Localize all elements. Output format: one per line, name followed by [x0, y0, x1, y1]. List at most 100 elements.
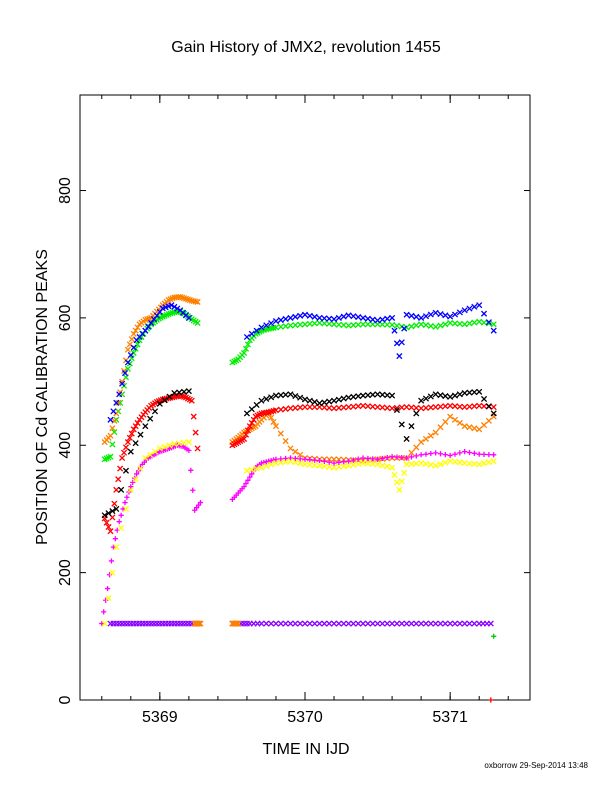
data-point	[282, 437, 289, 445]
data-point	[301, 403, 309, 411]
data-point	[481, 451, 487, 457]
data-point	[235, 620, 242, 627]
data-point	[120, 449, 128, 456]
data-point	[345, 620, 352, 627]
data-point	[335, 456, 342, 463]
data-point	[389, 454, 395, 460]
y-axis-label: POSITION OF Cd CALIBRATION PEAKS	[34, 249, 51, 545]
plot-frame	[79, 94, 531, 701]
data-point	[427, 404, 434, 411]
data-point	[398, 404, 405, 411]
data-point	[124, 494, 130, 500]
data-point	[487, 620, 494, 627]
data-point	[384, 315, 391, 322]
data-point	[427, 393, 434, 400]
data-point	[360, 402, 367, 409]
data-point	[432, 462, 439, 469]
data-point	[321, 458, 327, 464]
data-point	[437, 311, 444, 318]
series-1	[101, 293, 497, 464]
data-point	[393, 322, 400, 329]
data-point	[104, 585, 111, 592]
data-point	[442, 418, 449, 425]
data-point	[297, 394, 304, 401]
data-point	[130, 426, 137, 433]
data-point	[282, 405, 289, 413]
chart-title: Gain History of JMX2, revolution 1455	[171, 39, 441, 56]
data-point	[364, 392, 371, 399]
data-point	[174, 305, 181, 312]
data-point	[277, 323, 284, 330]
data-point	[134, 419, 141, 427]
data-point	[485, 459, 492, 466]
y-tick-label: 0	[57, 695, 74, 704]
data-point	[272, 423, 280, 430]
data-point	[99, 620, 105, 627]
data-point	[391, 471, 398, 479]
data-point	[176, 440, 183, 447]
data-point	[427, 432, 434, 439]
data-point	[270, 418, 277, 425]
data-point	[124, 439, 131, 446]
x-tick-label: 5371	[432, 709, 468, 726]
data-point	[107, 432, 114, 439]
data-point	[384, 463, 391, 470]
data-point	[422, 435, 430, 442]
data-point	[118, 486, 125, 493]
data-point	[241, 484, 247, 490]
data-point	[113, 399, 120, 406]
data-point	[287, 322, 294, 329]
data-point	[403, 620, 410, 627]
data-point	[340, 313, 347, 320]
data-point	[413, 453, 419, 459]
data-point	[105, 510, 112, 517]
x-axis: 5369 5370 5371	[101, 95, 509, 726]
data-point	[272, 407, 280, 414]
data-point	[301, 396, 309, 403]
data-point	[126, 434, 133, 441]
data-point	[272, 620, 280, 627]
data-point	[379, 620, 386, 627]
data-point	[456, 391, 463, 398]
data-point	[341, 459, 347, 465]
data-point	[398, 620, 405, 627]
data-point	[396, 486, 403, 493]
data-point	[192, 429, 199, 436]
data-point	[277, 430, 284, 437]
data-point	[124, 359, 131, 366]
data-point	[476, 402, 483, 409]
y-tick-label: 800	[57, 177, 74, 204]
data-point	[456, 620, 463, 627]
data-point	[321, 399, 328, 406]
data-point	[408, 423, 415, 430]
data-point	[451, 416, 459, 423]
data-point	[422, 322, 430, 329]
data-point	[364, 315, 371, 322]
data-point	[263, 620, 270, 627]
series-7	[107, 620, 494, 627]
data-point	[393, 404, 400, 411]
data-point	[115, 399, 122, 406]
data-point	[111, 500, 118, 507]
data-point	[340, 463, 347, 470]
data-point	[326, 320, 333, 327]
data-point	[350, 393, 357, 400]
data-point	[166, 442, 173, 449]
data-point	[188, 467, 194, 473]
data-point	[485, 417, 492, 424]
data-point	[394, 454, 400, 460]
data-point	[393, 406, 400, 414]
data-point	[374, 403, 381, 411]
data-point	[272, 460, 280, 467]
data-point	[301, 321, 309, 328]
data-point	[316, 462, 323, 469]
data-point	[442, 452, 448, 458]
data-point	[105, 595, 112, 602]
data-point	[403, 403, 410, 411]
data-point	[350, 620, 357, 627]
data-point	[128, 430, 135, 437]
data-point	[253, 401, 260, 408]
data-point	[422, 313, 430, 320]
data-point	[340, 322, 347, 329]
data-point	[287, 405, 294, 412]
